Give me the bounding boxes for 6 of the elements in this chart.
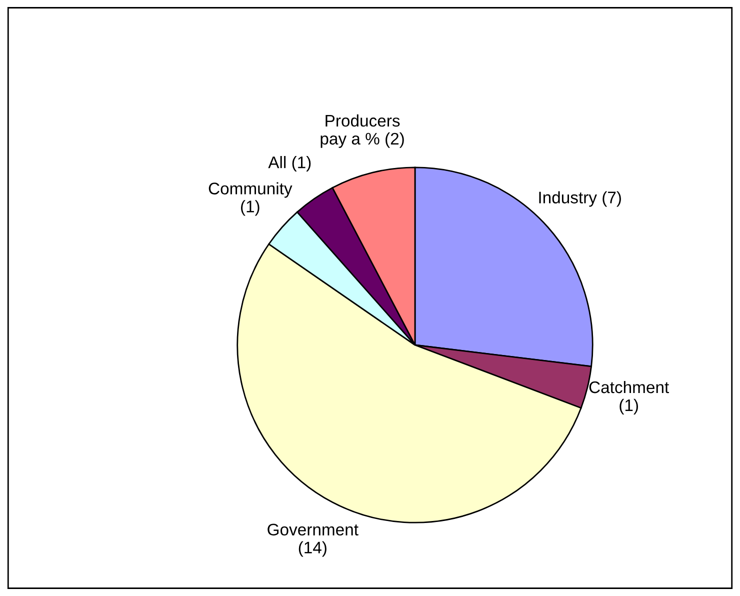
slice-label: All (1): [268, 156, 311, 172]
slice-label: Community (1): [208, 182, 292, 216]
slice-label: Catchment (1): [589, 380, 669, 414]
slice-label: Industry (7): [539, 191, 621, 207]
slice-label: Producers pay a % (2): [320, 114, 404, 148]
slice-label: Government (14): [268, 524, 358, 557]
